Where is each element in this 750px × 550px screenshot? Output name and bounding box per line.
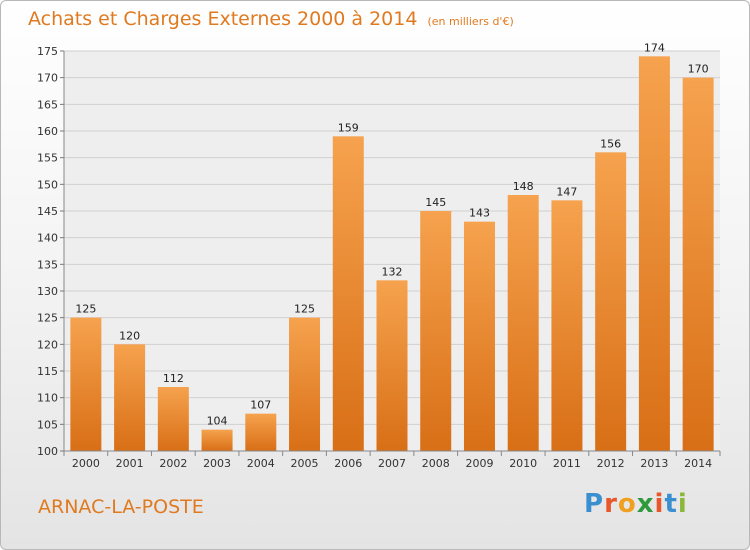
logo-letter: x	[636, 489, 655, 519]
x-tick-label-2009: 2009	[465, 457, 493, 470]
y-tick-label: 130	[37, 285, 58, 298]
x-tick-label-2011: 2011	[553, 457, 581, 470]
y-tick-label: 145	[37, 205, 58, 218]
logo-letter: i	[677, 489, 688, 519]
data-label-2008: 145	[425, 196, 446, 209]
bar-2001	[114, 344, 146, 451]
y-tick-label: 105	[37, 418, 58, 431]
x-tick-label-2007: 2007	[378, 457, 406, 470]
bar-2008	[420, 211, 452, 451]
proxiti-logo: Proxiti	[584, 489, 688, 519]
x-tick-label-2002: 2002	[159, 457, 187, 470]
x-tick-label-2000: 2000	[72, 457, 100, 470]
bar-2002	[157, 387, 189, 451]
data-label-2013: 174	[644, 41, 665, 54]
x-tick-label-2004: 2004	[247, 457, 275, 470]
data-label-2006: 159	[338, 121, 359, 134]
x-tick-label-2006: 2006	[334, 457, 362, 470]
x-tick-label-2001: 2001	[116, 457, 144, 470]
bar-2000	[70, 317, 102, 451]
logo-letter: i	[654, 489, 665, 519]
y-tick-label: 155	[37, 152, 58, 165]
logo-letter: P	[584, 489, 605, 519]
y-tick-label: 175	[37, 45, 58, 58]
y-tick-label: 135	[37, 258, 58, 271]
data-label-2001: 120	[119, 329, 140, 342]
y-tick-label: 120	[37, 338, 58, 351]
x-tick-label-2008: 2008	[422, 457, 450, 470]
unit-label: (en milliers d'€)	[427, 15, 514, 28]
y-tick-label: 100	[37, 445, 58, 458]
x-tick-label-2005: 2005	[291, 457, 319, 470]
data-label-2007: 132	[382, 265, 403, 278]
bar-2009	[463, 221, 495, 451]
commune-name: ARNAC-LA-POSTE	[38, 496, 204, 518]
x-tick-label-2010: 2010	[509, 457, 537, 470]
bar-2014	[682, 77, 714, 452]
data-label-2014: 170	[688, 63, 709, 76]
data-label-2000: 125	[75, 303, 96, 316]
title-text: Achats et Charges Externes 2000 à 2014	[28, 8, 418, 30]
bar-2012	[595, 152, 627, 452]
y-tick-label: 160	[37, 125, 58, 138]
data-label-2003: 104	[207, 415, 228, 428]
y-tick-label: 110	[37, 392, 58, 405]
bar-2007	[376, 280, 408, 451]
data-label-2011: 147	[556, 185, 577, 198]
bar-2010	[507, 195, 539, 451]
data-label-2009: 143	[469, 207, 490, 220]
logo-letter: r	[604, 489, 618, 519]
logo-letter: o	[617, 489, 637, 519]
x-tick-label-2012: 2012	[597, 457, 625, 470]
data-label-2002: 112	[163, 372, 184, 385]
bar-2006	[332, 136, 364, 452]
logo-letter: t	[664, 489, 678, 519]
y-tick-label: 150	[37, 178, 58, 191]
data-label-2012: 156	[600, 137, 621, 150]
y-tick-label: 165	[37, 98, 58, 111]
x-tick-label-2003: 2003	[203, 457, 231, 470]
y-tick-label: 170	[37, 72, 58, 85]
data-label-2004: 107	[250, 399, 271, 412]
chart-title: Achats et Charges Externes 2000 à 2014 (e…	[28, 8, 514, 30]
data-label-2010: 148	[513, 180, 534, 193]
bar-2005	[289, 317, 321, 451]
bar-2004	[245, 413, 277, 451]
bar-2011	[551, 200, 583, 451]
x-tick-label-2014: 2014	[684, 457, 712, 470]
y-tick-label: 125	[37, 312, 58, 325]
y-tick-label: 140	[37, 232, 58, 245]
y-tick-label: 115	[37, 365, 58, 378]
bar-2013	[638, 56, 670, 451]
data-label-2005: 125	[294, 303, 315, 316]
x-tick-label-2013: 2013	[640, 457, 668, 470]
bar-2003	[201, 429, 233, 451]
